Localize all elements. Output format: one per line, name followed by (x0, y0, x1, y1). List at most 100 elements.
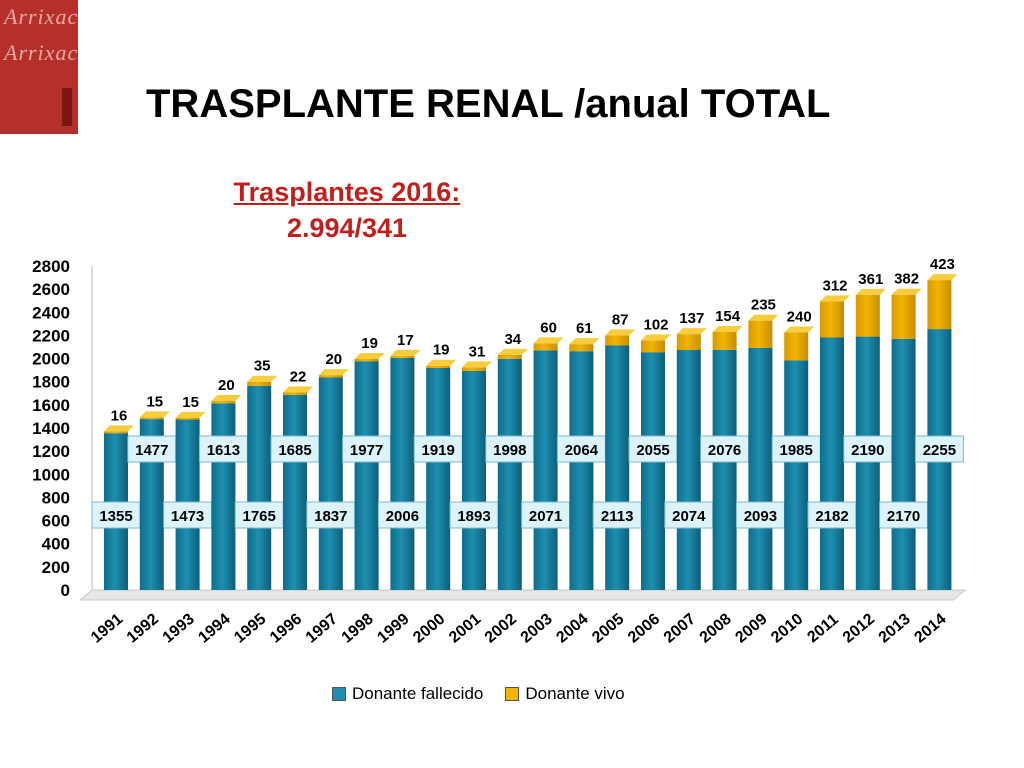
bar-top (927, 274, 958, 281)
data-label-vivo: 16 (111, 407, 128, 424)
data-label-vivo: 382 (894, 271, 919, 288)
bar-top (533, 337, 564, 344)
bar-vivo (605, 335, 630, 346)
data-label-fallecido: 1477 (135, 442, 168, 459)
x-tick-label: 1999 (374, 611, 412, 647)
bar-fallecido (497, 358, 522, 590)
bar-fallecido (426, 367, 451, 590)
data-label-fallecido: 1985 (780, 442, 813, 459)
x-tick-label: 2010 (768, 611, 806, 647)
data-label-fallecido: 2074 (672, 508, 706, 525)
logo-text: Arrixaca (4, 4, 78, 29)
data-label-box (91, 501, 141, 529)
legend: Donante fallecido Donante vivo (332, 684, 647, 704)
data-label-vivo: 423 (930, 256, 955, 273)
data-label-vivo: 154 (715, 308, 741, 325)
x-tick-label: 1997 (303, 611, 341, 647)
data-label-fallecido: 2170 (887, 508, 920, 525)
data-label-box (735, 501, 785, 529)
x-tick-label: 2001 (446, 611, 484, 647)
y-tick-label: 200 (42, 558, 70, 577)
y-tick-label: 1000 (32, 465, 70, 484)
bar-top (784, 326, 815, 333)
data-label-vivo: 102 (643, 316, 668, 333)
bar-top (748, 314, 779, 321)
x-tick-label: 2005 (589, 611, 627, 647)
x-tick-label: 2012 (840, 611, 878, 647)
bar-vivo (641, 340, 665, 353)
bar-vivo (247, 381, 272, 386)
data-label-fallecido: 1473 (171, 508, 204, 525)
bar-fallecido (891, 338, 916, 590)
data-label-fallecido: 1977 (350, 442, 383, 459)
bar-top (820, 295, 850, 302)
y-tick-label: 1600 (32, 396, 70, 415)
bar-top (283, 386, 313, 393)
bar-vivo (891, 294, 916, 339)
bar-top (426, 359, 457, 366)
x-tick-label: 1993 (160, 611, 198, 647)
bar-vivo (283, 392, 307, 396)
bar-vivo (820, 301, 844, 338)
x-tick-label: 2011 (804, 611, 842, 646)
data-label-fallecido: 1765 (243, 508, 276, 525)
data-label-box (628, 435, 678, 463)
bar-top (497, 348, 528, 355)
data-label-box (413, 435, 463, 463)
bar-fallecido (605, 345, 630, 590)
data-label-box (270, 435, 320, 463)
y-tick-label: 2400 (32, 303, 70, 322)
x-tick-label: 2008 (697, 611, 735, 647)
bar-vivo (855, 294, 880, 337)
stacked-bar-chart: 0 200 400 600 800 1000 1200 1400 1600 1800 2000 220… (32, 256, 967, 647)
data-label-fallecido: 2255 (923, 442, 956, 459)
bar-fallecido (748, 347, 773, 590)
data-label-fallecido: 2071 (529, 508, 562, 525)
data-label-vivo: 361 (858, 271, 883, 288)
bar-vivo (354, 359, 379, 362)
bar-fallecido (569, 351, 594, 590)
x-tick-label: 2002 (482, 611, 520, 647)
data-label-fallecido: 2182 (815, 508, 848, 525)
bar-fallecido (211, 403, 236, 590)
bar-top (712, 325, 743, 332)
data-label-vivo: 235 (751, 297, 776, 314)
y-tick-label: 1200 (32, 442, 70, 461)
bar-fallecido (820, 337, 844, 590)
bar-fallecido (641, 352, 665, 590)
bar-fallecido (712, 349, 737, 590)
data-label-box (306, 501, 356, 529)
bar-fallecido (283, 395, 307, 590)
bar-vivo (175, 417, 200, 420)
legend-swatch-vivo (505, 687, 520, 701)
bar-top (318, 369, 349, 376)
x-tick-label: 1996 (267, 611, 305, 647)
x-tick-label: 1992 (124, 611, 162, 647)
bar-vivo (533, 343, 558, 351)
data-label-box (914, 435, 964, 463)
bar-fallecido (533, 350, 558, 590)
bar-fallecido (855, 336, 880, 590)
data-label-box (198, 435, 248, 463)
data-label-vivo: 22 (290, 368, 307, 385)
bar-fallecido (676, 350, 701, 590)
legend-swatch-fallecido (332, 687, 346, 701)
bar-top (104, 425, 134, 432)
bar-fallecido (318, 377, 343, 590)
bar-top (676, 328, 707, 335)
data-label-box (664, 501, 714, 529)
x-tick-label: 1998 (339, 611, 377, 647)
data-label-fallecido: 2190 (851, 442, 884, 459)
x-tick-label: 2009 (732, 611, 770, 647)
bar-top (891, 288, 922, 295)
logo: Arrixaca Arrixaca (0, 0, 78, 134)
bar-top (569, 338, 600, 345)
x-tick-label: 2007 (661, 611, 699, 647)
bar-top (390, 349, 421, 356)
subtitle-line-2: 2.994/341 (286, 213, 408, 243)
bar-vivo (462, 367, 486, 371)
bar-vivo (426, 365, 451, 368)
data-label-vivo: 240 (787, 309, 812, 326)
x-tick-label: 2000 (410, 611, 448, 647)
data-label-fallecido: 1685 (278, 442, 311, 459)
